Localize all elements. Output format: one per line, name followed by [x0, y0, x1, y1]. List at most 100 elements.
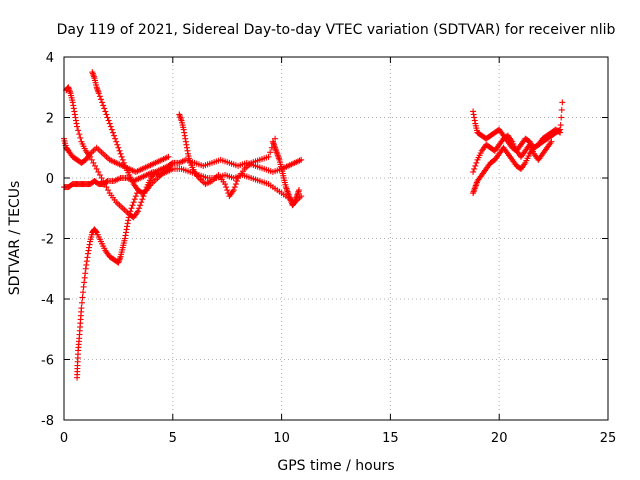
data-point — [95, 168, 102, 175]
data-point — [548, 138, 555, 145]
x-tick-label: 15 — [382, 431, 399, 446]
data-point — [103, 111, 110, 118]
y-tick-label: -6 — [41, 354, 54, 369]
axis-ticks: 0 5 10 15 20 25 -8 -6 -4 -2 0 2 4 — [41, 51, 616, 446]
data-point — [472, 162, 479, 169]
data-point — [128, 205, 135, 212]
y-tick-label: 2 — [46, 112, 54, 127]
data-point — [78, 299, 85, 306]
data-point — [137, 202, 144, 209]
data-point — [267, 149, 274, 156]
data-point — [80, 289, 87, 296]
data-point — [79, 294, 86, 301]
data-point — [272, 135, 279, 142]
y-tick-label: -8 — [41, 414, 54, 429]
data-point — [105, 187, 112, 194]
data-point — [95, 90, 102, 97]
data-point — [111, 132, 118, 139]
y-tick-label: -4 — [41, 293, 54, 308]
data-point — [105, 117, 112, 124]
data-point — [78, 305, 85, 312]
data-point — [103, 178, 110, 185]
data-point — [129, 202, 136, 209]
data-point — [557, 129, 564, 136]
data-point — [114, 141, 121, 148]
data-series — [74, 187, 141, 381]
data-series — [176, 111, 279, 200]
data-point — [77, 134, 84, 141]
x-tick-label: 25 — [600, 431, 617, 446]
data-point — [75, 127, 82, 134]
chart-title: Day 119 of 2021, Sidereal Day-to-day VTE… — [57, 22, 616, 38]
data-point — [298, 156, 305, 163]
data-point — [88, 156, 95, 163]
data-point — [136, 205, 143, 212]
data-point — [131, 196, 138, 203]
data-point — [556, 128, 563, 135]
data-point — [101, 105, 108, 112]
data-point — [112, 135, 119, 142]
data-point — [265, 153, 272, 160]
data-point — [471, 165, 478, 172]
data-point — [103, 184, 110, 191]
data-point — [100, 102, 107, 109]
data-point — [90, 159, 97, 166]
data-point — [96, 93, 103, 100]
data-point — [473, 159, 480, 166]
data-series — [269, 138, 303, 209]
data-point — [138, 199, 145, 206]
data-point — [96, 171, 103, 178]
data-point — [230, 187, 237, 194]
data-point — [92, 162, 99, 169]
y-tick-label: 0 — [46, 172, 54, 187]
data-point — [102, 108, 109, 115]
data-point — [231, 184, 238, 191]
data-point — [559, 99, 566, 106]
data-point — [93, 165, 100, 172]
x-tick-label: 0 — [60, 431, 68, 446]
y-tick-label: 4 — [46, 51, 54, 66]
data-point — [223, 184, 230, 191]
data-point — [558, 114, 565, 121]
data-points — [61, 69, 566, 381]
data-series — [61, 135, 172, 175]
data-point — [74, 123, 81, 130]
data-point — [109, 129, 116, 136]
data-point — [106, 120, 113, 127]
data-point — [557, 122, 564, 129]
data-point — [470, 168, 477, 175]
data-point — [117, 150, 124, 157]
data-point — [127, 208, 134, 215]
data-point — [130, 199, 137, 206]
data-point — [99, 99, 106, 106]
data-series — [470, 132, 555, 175]
data-point — [119, 156, 126, 163]
data-point — [104, 114, 111, 121]
data-point — [108, 126, 115, 133]
data-point — [134, 187, 141, 194]
data-point — [134, 208, 141, 215]
data-point — [118, 153, 125, 160]
data-point — [116, 147, 123, 154]
x-tick-label: 10 — [273, 431, 290, 446]
data-point — [558, 106, 565, 113]
data-point — [233, 178, 240, 185]
data-point — [139, 196, 146, 203]
data-point — [113, 138, 120, 145]
data-point — [165, 153, 172, 160]
x-tick-label: 20 — [491, 431, 508, 446]
data-point — [115, 144, 122, 151]
grid — [64, 57, 608, 420]
x-tick-label: 5 — [169, 431, 177, 446]
data-point — [107, 123, 114, 130]
data-point — [98, 175, 105, 181]
data-point — [232, 181, 239, 188]
y-axis-label: SDTVAR / TECUs — [7, 181, 23, 296]
data-point — [132, 193, 139, 200]
data-point — [222, 181, 229, 188]
data-point — [224, 187, 231, 194]
data-point — [133, 190, 140, 197]
data-point — [296, 187, 303, 194]
y-tick-label: -2 — [41, 233, 54, 248]
data-point — [126, 211, 133, 218]
